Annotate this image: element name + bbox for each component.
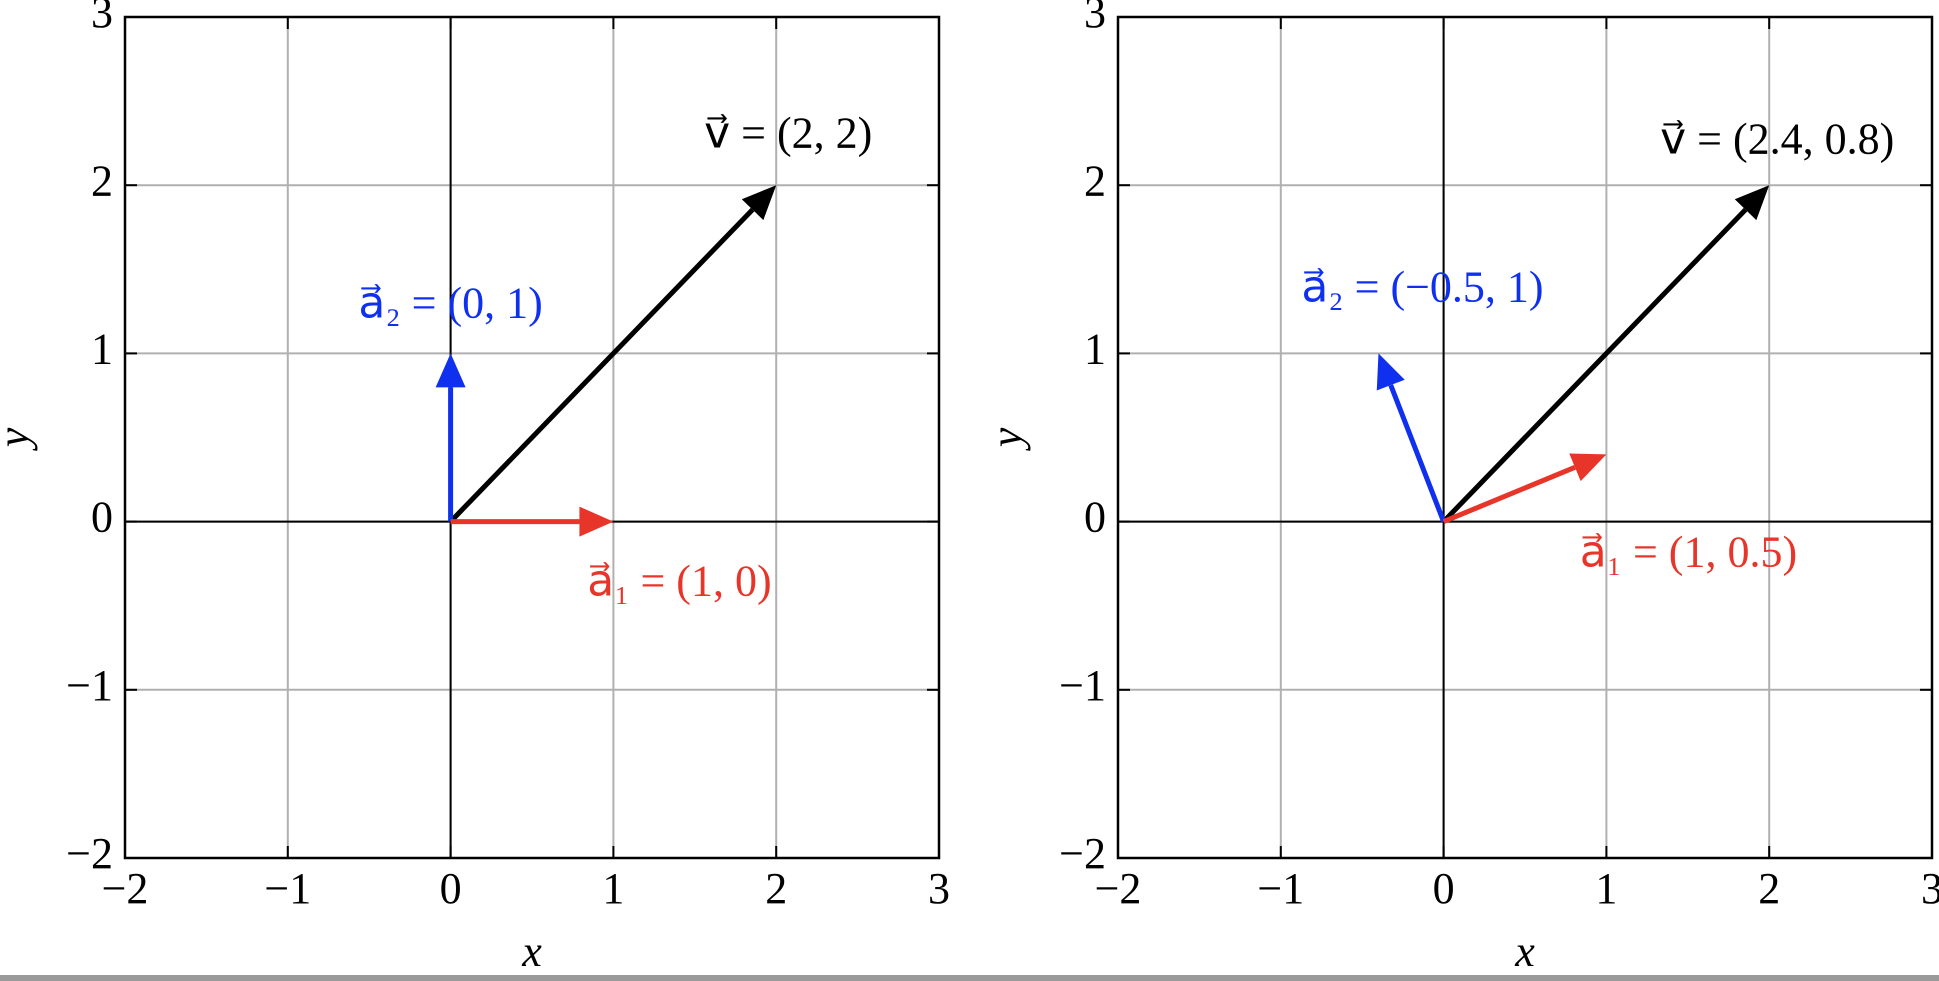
y-tick-label: −2 [1059,829,1106,878]
x-tick-label: −1 [264,864,311,913]
x-tick-label: 3 [928,864,950,913]
y-tick-label: −2 [66,829,113,878]
vector-label: v⃗ = (2, 2) [704,108,872,157]
x-tick-label: −1 [1257,864,1304,913]
y-tick-label: −1 [1059,661,1106,710]
x-tick-label: 1 [1595,864,1617,913]
y-tick-label: 1 [91,324,113,373]
x-tick-label: 1 [602,864,624,913]
vector-head [579,506,614,537]
plot-frame [1116,15,1934,860]
plot-frame [123,15,941,860]
x-tick-label: −2 [102,864,149,913]
y-tick-label: 1 [1084,324,1106,373]
axes: −2 −1 0 1 2 3 −2 −1 0 1 2 3 x y v⃗ = (2, 2) a⃗₂ = (0, 1… [0,0,950,976]
x-tick-label: 0 [1433,864,1455,913]
vector-shaft [1388,384,1446,523]
y-tick-label: −1 [66,661,113,710]
y-tick-label: 2 [1084,156,1106,205]
y-tick-label: 0 [1084,493,1106,542]
vector-shaft [1441,207,1748,524]
y-tick-label: 2 [91,156,113,205]
vector-head [1569,453,1607,482]
vector-label: a⃗₂ = (−0.5, 1) [1301,262,1543,311]
vector-label: v⃗ = (2.4, 0.8) [1660,114,1894,163]
x-tick-label: 2 [765,864,787,913]
vector-shaft [1442,464,1576,524]
x-tick-label: 3 [1921,864,1939,913]
vector-head [1734,185,1770,221]
x-axis-label: x [521,927,542,976]
x-axis-label: x [1514,927,1535,976]
y-tick-label: 3 [91,0,113,37]
vector-label: a⃗₁ = (1, 0.5) [1580,527,1797,576]
vector-shaft [448,207,755,524]
bottom-border [0,975,1939,981]
vector-head [741,185,777,221]
y-tick-label: 0 [91,493,113,542]
y-axis-label: y [982,427,1031,451]
x-tick-label: 2 [1758,864,1780,913]
x-tick-label: −2 [1095,864,1142,913]
axes: −2 −1 0 1 2 3 −2 −1 0 1 2 3 x y v⃗ = (2.4, 0.8) a⃗₂ = (… [982,0,1939,976]
y-axis-label: y [0,427,38,451]
vector-label: a⃗₂ = (0, 1) [358,278,542,327]
vector-head [1376,353,1405,391]
y-tick-label: 3 [1084,0,1106,37]
vector-head [435,353,466,388]
vector-label: a⃗₁ = (1, 0) [587,557,771,606]
x-tick-label: 0 [440,864,462,913]
